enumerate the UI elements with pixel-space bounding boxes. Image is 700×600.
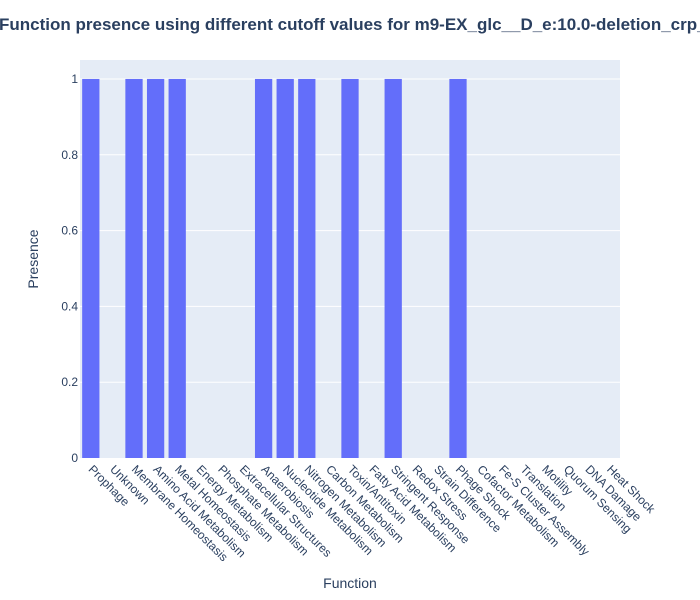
bar [254, 78, 273, 458]
bar [146, 78, 165, 458]
y-tick-label: 0.6 [61, 224, 78, 238]
x-axis-title: Function [323, 575, 377, 591]
bar [276, 78, 294, 458]
chart-title: Function presence using different cutoff… [0, 15, 700, 34]
bar [449, 78, 467, 458]
bar [82, 78, 100, 458]
y-tick-label: 0 [71, 451, 78, 465]
y-tick-label: 0.4 [61, 299, 78, 313]
y-tick-label: 0.2 [61, 375, 78, 389]
bar [168, 78, 186, 458]
bar [298, 78, 316, 458]
bars [82, 78, 467, 458]
bar [341, 78, 359, 458]
y-tick-label: 0.8 [61, 148, 78, 162]
bar [125, 78, 143, 458]
y-axis-ticks: 0 0.2 0.4 0.6 0.8 1 [61, 72, 78, 465]
bar [384, 78, 402, 458]
y-tick-label: 1 [71, 72, 78, 86]
y-axis-title: Presence [25, 229, 41, 288]
